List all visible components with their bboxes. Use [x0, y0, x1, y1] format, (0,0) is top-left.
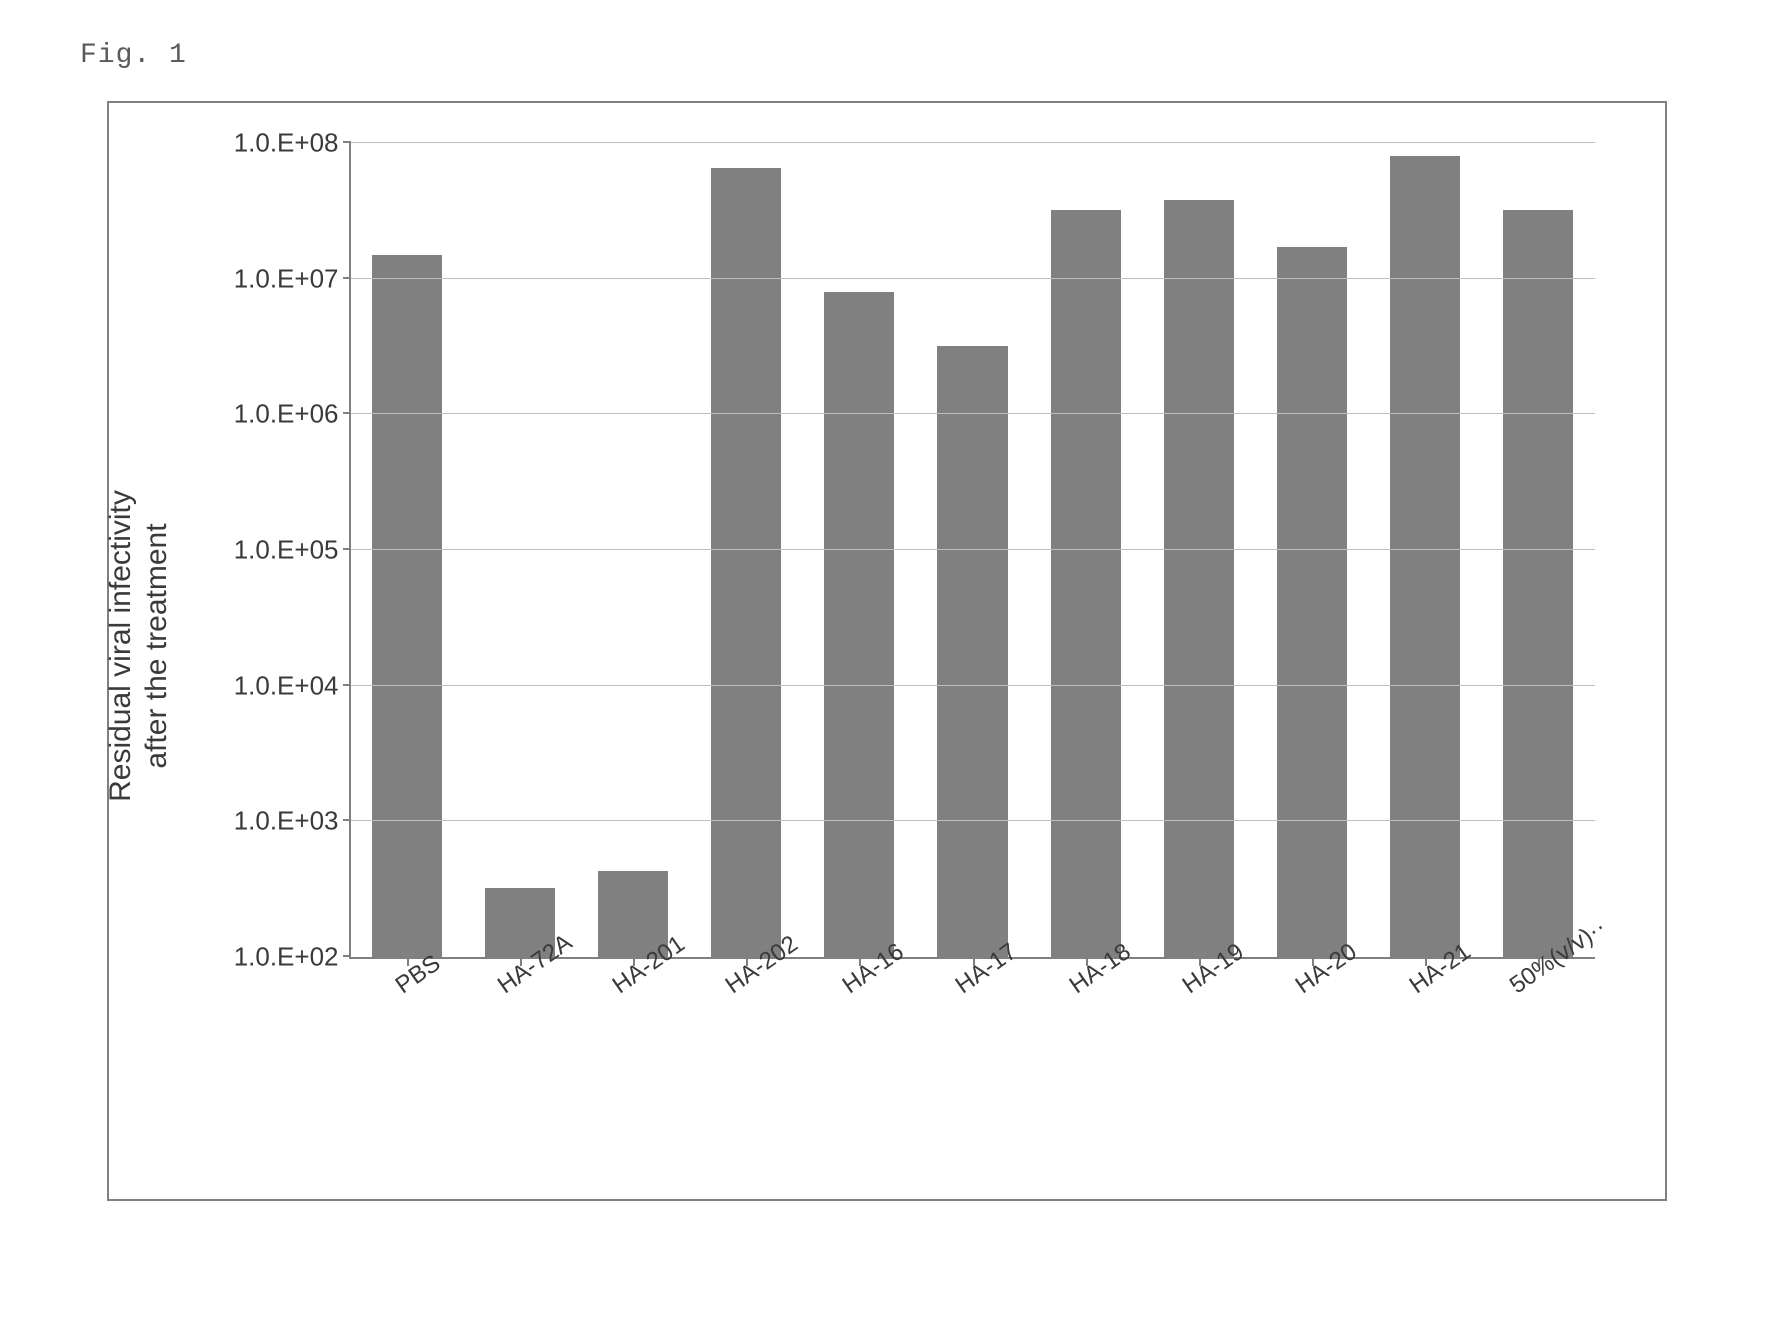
bar-slot [803, 143, 916, 957]
gridline [351, 413, 1595, 414]
bar-slot [577, 143, 690, 957]
x-label-slot: 50%(v/v)·· [1481, 959, 1594, 1159]
x-label-slot: HA-202 [688, 959, 801, 1159]
y-tick-label: 1.0.E+04 [234, 670, 351, 701]
y-tick-mark [343, 819, 351, 821]
x-label-slot: HA-19 [1141, 959, 1254, 1159]
y-axis-label-line2: after the treatment [140, 523, 173, 768]
bar [1503, 210, 1573, 957]
gridline [351, 820, 1595, 821]
bar-slot [1029, 143, 1142, 957]
y-tick-mark [343, 548, 351, 550]
figure-label: Fig. 1 [80, 40, 1733, 71]
y-tick-label: 1.0.E+08 [234, 128, 351, 159]
y-tick-mark [343, 412, 351, 414]
x-label-slot: HA-20 [1255, 959, 1368, 1159]
bar-slot [1142, 143, 1255, 957]
bar-slot [916, 143, 1029, 957]
bar [937, 346, 1007, 957]
chart-inner: Residual viral infectivity after the tre… [149, 133, 1625, 1159]
y-tick-mark [343, 684, 351, 686]
bar-slot [1255, 143, 1368, 957]
gridline [351, 278, 1595, 279]
bar-slot [351, 143, 464, 957]
y-axis-label: Residual viral infectivity after the tre… [103, 490, 175, 802]
x-label-slot: HA-18 [1028, 959, 1141, 1159]
y-axis-label-line1: Residual viral infectivity [104, 490, 137, 802]
x-label-slot: PBS [349, 959, 462, 1159]
bar [1164, 200, 1234, 957]
x-label-slot: HA-72A [462, 959, 575, 1159]
x-label-slot: HA-17 [915, 959, 1028, 1159]
bar [1390, 156, 1460, 957]
bar-slot [690, 143, 803, 957]
bar-slot [1368, 143, 1481, 957]
x-label-slot: HA-201 [575, 959, 688, 1159]
gridline [351, 549, 1595, 550]
x-label-slot: HA-21 [1368, 959, 1481, 1159]
y-tick-mark [343, 955, 351, 957]
bar-slot [464, 143, 577, 957]
gridline [351, 142, 1595, 143]
y-tick-mark [343, 141, 351, 143]
bar [711, 168, 781, 957]
y-tick-label: 1.0.E+03 [234, 806, 351, 837]
bar-slot [1481, 143, 1594, 957]
y-tick-label: 1.0.E+07 [234, 263, 351, 294]
y-tick-label: 1.0.E+06 [234, 399, 351, 430]
bar [372, 255, 442, 957]
x-axis-labels: PBSHA-72AHA-201HA-202HA-16HA-17HA-18HA-1… [349, 959, 1595, 1159]
bar [1051, 210, 1121, 957]
gridline [351, 685, 1595, 686]
chart-frame: Residual viral infectivity after the tre… [107, 101, 1667, 1201]
bars-container [351, 143, 1595, 957]
bar [1277, 247, 1347, 957]
y-tick-label: 1.0.E+05 [234, 535, 351, 566]
y-tick-label: 1.0.E+02 [234, 942, 351, 973]
x-label-slot: HA-16 [802, 959, 915, 1159]
y-tick-mark [343, 277, 351, 279]
plot-area: 1.0.E+021.0.E+031.0.E+041.0.E+051.0.E+06… [349, 143, 1595, 959]
bar [824, 292, 894, 957]
